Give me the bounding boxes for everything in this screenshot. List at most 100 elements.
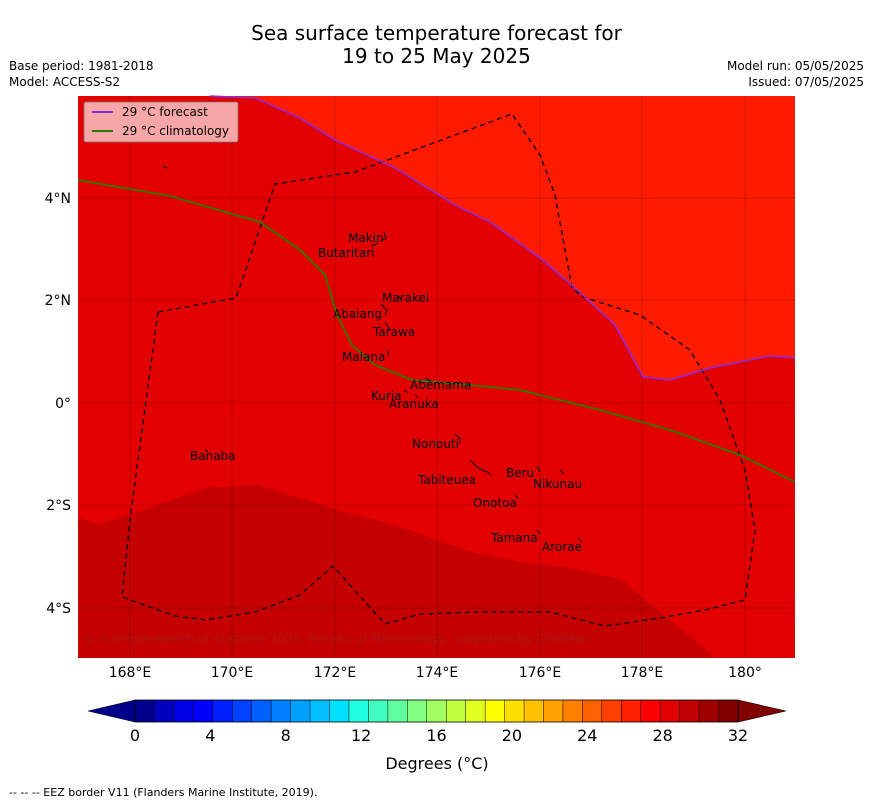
place-onotoa: Onotoa	[473, 496, 517, 510]
island-tamana	[536, 529, 541, 535]
colorbar-cell	[407, 700, 428, 722]
lat-tick: 0°	[55, 396, 71, 412]
island-arorae	[577, 537, 583, 543]
meta-left: Base period: 1981-2018 Model: ACCESS-S2	[9, 58, 154, 90]
colorbar-tick-label: 28	[652, 726, 672, 745]
colorbar-cell	[543, 700, 564, 722]
copyright-text: © Commonwealth of Australia 2025, Bureau…	[84, 632, 589, 646]
island-beru	[536, 465, 541, 473]
colorbar: 0 4 8 12 16 20 24 28 32 Degrees (°C)	[87, 699, 787, 773]
colorbar-over-arrow	[737, 699, 787, 723]
colorbar-cell	[135, 700, 155, 722]
colorbar-tick-label: 8	[281, 726, 291, 745]
meta-right: Model run: 05/05/2025 Issued: 07/05/2025	[727, 58, 864, 90]
place-nonouti: Nonouti	[412, 437, 459, 451]
place-beru: Beru	[506, 466, 534, 480]
title-line-2: 19 to 25 May 2025	[342, 44, 531, 68]
island-tabiteuea	[469, 459, 492, 477]
colorbar-frame	[134, 699, 739, 723]
eez-border	[121, 113, 756, 627]
island-banaba	[204, 449, 209, 453]
colorbar-cell	[465, 700, 486, 722]
colorbar-cell	[582, 700, 603, 722]
place-maiana: Maiana	[342, 350, 385, 364]
island-onotoa	[514, 493, 519, 500]
place-arorae: Arorae	[542, 540, 582, 554]
island-kuria	[403, 389, 409, 394]
colorbar-cells	[135, 700, 739, 722]
legend-box	[83, 101, 239, 143]
colorbar-cell	[699, 700, 720, 722]
place-marakei: Marakei	[382, 291, 429, 305]
colorbar-cell	[173, 700, 194, 722]
model-text: Model: ACCESS-S2	[9, 75, 121, 89]
lat-tick: 2°S	[46, 498, 71, 514]
colorbar-cell	[640, 700, 661, 722]
colorbar-tick-label: 32	[728, 726, 748, 745]
place-tamana: Tamana	[490, 531, 538, 545]
colorbar-cell	[524, 700, 544, 722]
lat-tick: 2°N	[45, 293, 71, 309]
island-nikunau	[559, 469, 565, 475]
lon-tick: 172°E	[314, 665, 357, 681]
colorbar-cell	[621, 700, 642, 722]
footer-note: -- -- -- EEZ border V11 (Flanders Marine…	[9, 786, 318, 799]
legend-forecast-label: 29 °C forecast	[122, 105, 208, 119]
colorbar-cell	[193, 700, 214, 722]
colorbar-cell	[660, 700, 681, 722]
sst-map: Makin Butaritari Marakei Abaiang Tarawa …	[77, 95, 796, 658]
lat-tick: 4°S	[46, 601, 71, 617]
lon-tick: 170°E	[211, 665, 254, 681]
colorbar-cell	[562, 700, 583, 722]
title-line-1: Sea surface temperature forecast for	[251, 21, 622, 45]
island-makin	[380, 231, 387, 242]
place-tarawa: Tarawa	[372, 325, 415, 339]
lat-axis: 4°N 2°N 0° 2°S 4°S	[45, 191, 72, 617]
climatology-29-contour	[77, 179, 796, 483]
colorbar-cell	[271, 700, 292, 722]
map-legend: 29 °C forecast 29 °C climatology	[83, 101, 239, 143]
colorbar-cell	[154, 700, 175, 722]
island-butaritari	[371, 242, 379, 247]
place-abaiang: Abaiang	[333, 307, 382, 321]
colorbar-cell	[368, 700, 389, 722]
place-butaritari: Butaritari	[318, 246, 375, 260]
colorbar-cell	[679, 700, 700, 722]
place-aranuka: Aranuka	[389, 397, 439, 411]
colorbar-cell	[232, 700, 253, 722]
island-nonouti	[454, 433, 461, 444]
lon-tick: 176°E	[519, 665, 562, 681]
colorbar-cell	[504, 700, 525, 722]
sst-31-32-region	[210, 96, 795, 380]
colorbar-cell	[329, 700, 350, 722]
lon-axis: 168°E 170°E 172°E 174°E 176°E 178°E 180°	[109, 665, 762, 681]
legend-climatology-label: 29 °C climatology	[122, 124, 229, 138]
island-tarawa	[384, 321, 390, 334]
place-kuria: Kuria	[371, 389, 402, 403]
colorbar-cell	[718, 700, 739, 722]
colorbar-tick-label: 4	[205, 726, 215, 745]
place-tabiteuea: Tabiteuea	[417, 473, 476, 487]
colorbar-cell	[446, 700, 467, 722]
colorbar-label: Degrees (°C)	[385, 754, 488, 773]
colorbar-tick-label: 20	[502, 726, 522, 745]
island-abemama	[424, 377, 432, 382]
colorbar-tick-label: 0	[130, 726, 140, 745]
islands	[162, 165, 583, 543]
lon-tick: 178°E	[621, 665, 664, 681]
model-run-text: Model run: 05/05/2025	[726, 59, 864, 73]
lon-tick: 180°	[728, 665, 762, 681]
colorbar-cell	[348, 700, 369, 722]
colorbar-tick-label: 24	[577, 726, 597, 745]
island-maiana	[386, 349, 390, 357]
forecast-29-contour	[209, 95, 796, 381]
lat-tick: 4°N	[45, 191, 71, 207]
colorbar-tick-label: 16	[426, 726, 446, 745]
colorbar-tick-label: 12	[351, 726, 371, 745]
island-abaiang	[380, 303, 388, 316]
colorbar-ticks: 0 4 8 12 16 20 24 28 32	[130, 726, 748, 745]
colorbar-cell	[387, 700, 408, 722]
place-nikunau: Nikunau	[533, 477, 582, 491]
colorbar-under-arrow	[87, 699, 136, 723]
place-makin: Makin	[348, 231, 384, 245]
